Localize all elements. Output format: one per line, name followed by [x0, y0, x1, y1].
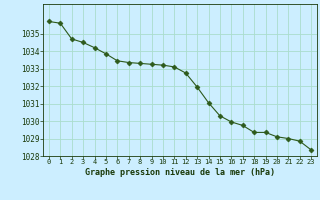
- X-axis label: Graphe pression niveau de la mer (hPa): Graphe pression niveau de la mer (hPa): [85, 168, 275, 177]
